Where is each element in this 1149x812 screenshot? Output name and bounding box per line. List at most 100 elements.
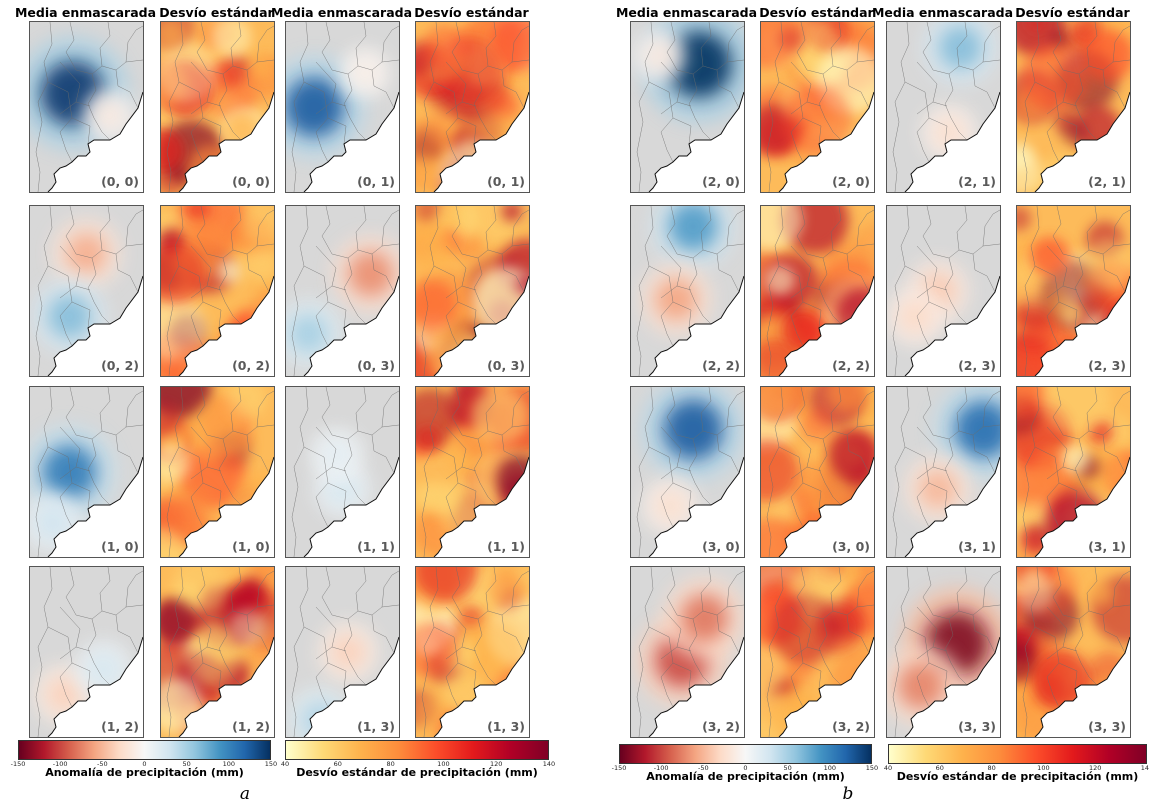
anomaly-colorbar (18, 740, 271, 760)
subfigure-letter: a (239, 784, 251, 804)
colorbar-tick: -100 (653, 764, 669, 772)
panel-label: (2, 1) (958, 174, 996, 189)
map-canvas (1017, 387, 1130, 557)
map-canvas (1017, 567, 1130, 737)
panel-label: (0, 2) (101, 358, 139, 373)
colorbar-tick: 150 (865, 764, 879, 772)
std-dev-map: (2, 3) (1016, 205, 1131, 377)
map-canvas (30, 22, 143, 192)
panel-label: (3, 2) (832, 719, 870, 734)
column-header: Media enmascarada (270, 5, 413, 20)
masked-mean-map: (3, 0) (630, 386, 745, 558)
std-dev-map: (2, 2) (760, 205, 875, 377)
map-canvas (161, 22, 274, 192)
map-canvas (761, 206, 874, 376)
map-canvas (30, 387, 143, 557)
map-canvas (416, 387, 529, 557)
map-canvas (286, 206, 399, 376)
colorbar-tick: 100 (437, 760, 450, 768)
colorbar-tick: 100 (1037, 764, 1050, 772)
map-canvas (416, 22, 529, 192)
colorbar-tick: 100 (222, 760, 236, 768)
colorbar-tick: 40 (280, 760, 290, 768)
anomaly-colorbar (619, 744, 872, 764)
map-canvas (1017, 22, 1130, 192)
panel-label: (3, 2) (702, 719, 740, 734)
map-canvas (286, 22, 399, 192)
map-canvas (30, 567, 143, 737)
masked-mean-map: (0, 2) (29, 205, 144, 377)
panel-label: (1, 1) (487, 539, 525, 554)
colorbar-tick: 80 (987, 764, 996, 772)
std-dev-map: (3, 2) (760, 566, 875, 738)
masked-mean-map: (3, 3) (886, 566, 1001, 738)
masked-mean-map: (2, 1) (886, 21, 1001, 193)
masked-mean-map: (1, 0) (29, 386, 144, 558)
map-canvas (161, 387, 274, 557)
colorbar-tick: 0 (142, 760, 147, 768)
panel-label: (3, 0) (832, 539, 870, 554)
colorbar-tick: -50 (698, 764, 709, 772)
colorbar-tick: -150 (611, 764, 627, 772)
panel-label: (1, 0) (232, 539, 270, 554)
masked-mean-map: (3, 2) (630, 566, 745, 738)
map-canvas (161, 206, 274, 376)
map-canvas (631, 387, 744, 557)
panel-label: (2, 2) (832, 358, 870, 373)
column-header: Media enmascarada (615, 5, 758, 20)
map-canvas (887, 567, 1000, 737)
panel-label: (3, 3) (958, 719, 996, 734)
panel-label: (1, 3) (487, 719, 525, 734)
masked-mean-map: (1, 2) (29, 566, 144, 738)
std-dev-map: (3, 0) (760, 386, 875, 558)
std-dev-map: (1, 0) (160, 386, 275, 558)
map-canvas (761, 22, 874, 192)
masked-mean-map: (0, 0) (29, 21, 144, 193)
column-header: Media enmascarada (871, 5, 1014, 20)
colorbar-tick: 150 (264, 760, 278, 768)
panel-label: (1, 2) (232, 719, 270, 734)
map-canvas (631, 567, 744, 737)
colorbar-label: Anomalía de precipitación (mm) (646, 770, 845, 783)
panel-label: (0, 3) (487, 358, 525, 373)
colorbar-label: Desvío estándar de precipitación (mm) (896, 770, 1139, 783)
column-header: Desvío estándar (159, 5, 274, 20)
colorbar-tick: 50 (783, 764, 792, 772)
column-header: Desvío estándar (1015, 5, 1130, 20)
std-dev-map: (3, 1) (1016, 386, 1131, 558)
map-canvas (416, 567, 529, 737)
map-canvas (1017, 206, 1130, 376)
colorbar-tick: 60 (333, 760, 342, 768)
colorbar-tick: 100 (823, 764, 837, 772)
panel-label: (0, 0) (232, 174, 270, 189)
panel-label: (2, 3) (1088, 358, 1126, 373)
colorbar-tick: 40 (883, 764, 893, 772)
std-dev-map: (0, 0) (160, 21, 275, 193)
colorbar-label: Desvío estándar de precipitación (mm) (296, 766, 538, 779)
std-dev-map: (0, 2) (160, 205, 275, 377)
masked-mean-map: (2, 3) (886, 205, 1001, 377)
panel-label: (0, 2) (232, 358, 270, 373)
panel-label: (3, 0) (702, 539, 740, 554)
map-canvas (761, 567, 874, 737)
colorbar-tick: 120 (1088, 764, 1102, 772)
panel-label: (3, 3) (1088, 719, 1126, 734)
colorbar-tick: -150 (10, 760, 26, 768)
panel-label: (2, 3) (958, 358, 996, 373)
panel-label: (1, 3) (357, 719, 395, 734)
panel-label: (0, 0) (101, 174, 139, 189)
panel-label: (0, 1) (487, 174, 525, 189)
map-canvas (887, 22, 1000, 192)
std-dev-map: (2, 0) (760, 21, 875, 193)
masked-mean-map: (3, 1) (886, 386, 1001, 558)
masked-mean-map: (0, 3) (285, 205, 400, 377)
std-dev-map: (3, 3) (1016, 566, 1131, 738)
std-dev-map: (1, 3) (415, 566, 530, 738)
column-header: Desvío estándar (759, 5, 874, 20)
map-canvas (286, 567, 399, 737)
std-dev-map: (2, 1) (1016, 21, 1131, 193)
colorbar-tick: 80 (386, 760, 395, 768)
std-dev-map: (1, 2) (160, 566, 275, 738)
panel-label: (1, 2) (101, 719, 139, 734)
map-canvas (631, 206, 744, 376)
